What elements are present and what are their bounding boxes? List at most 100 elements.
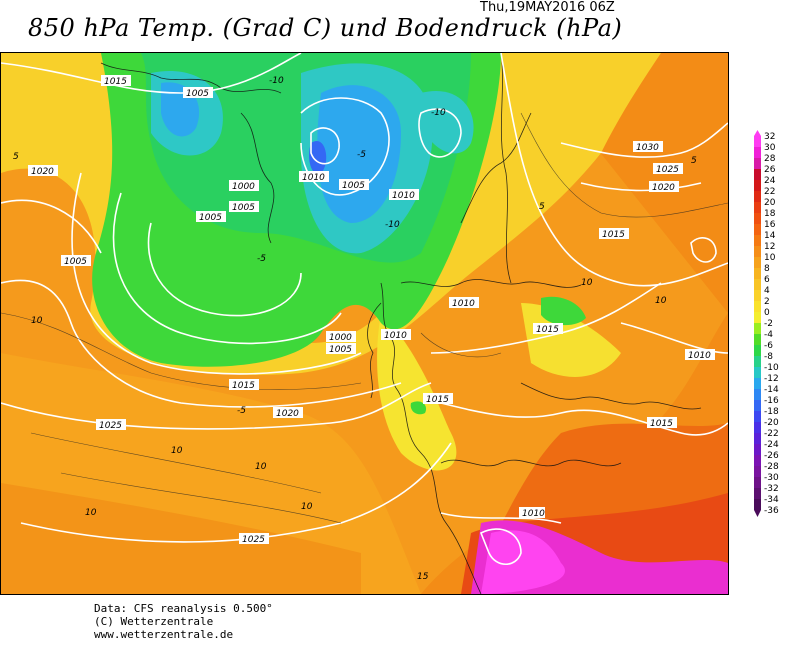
isotherm-label: 10 [171, 446, 183, 456]
legend-swatch [754, 433, 761, 444]
legend-tick-label: 12 [764, 242, 775, 252]
isobar-label: 1000 [232, 182, 255, 192]
legend-tick-label: 32 [764, 132, 775, 142]
legend-swatch [754, 411, 761, 422]
legend-tick-label: -10 [764, 363, 779, 373]
legend-swatch [754, 477, 761, 488]
legend-tick-label: 16 [764, 220, 776, 230]
legend-swatch [754, 147, 761, 158]
legend-tick-label: -4 [764, 330, 773, 340]
legend-tick-label: 30 [764, 143, 776, 153]
legend-tick-label: -18 [764, 407, 779, 417]
legend-tick-label: -30 [764, 473, 779, 483]
isotherm-label: 10 [31, 316, 43, 326]
legend-swatch [754, 268, 761, 279]
legend-swatch [754, 180, 761, 191]
legend-tick-label: -36 [764, 506, 779, 516]
isotherm-label: -5 [357, 150, 366, 160]
legend-tick-label: -12 [764, 374, 779, 384]
legend-swatch [754, 279, 761, 290]
legend-swatch [754, 235, 761, 246]
isobar-label: 1025 [99, 421, 122, 431]
isobar-label: 1020 [652, 183, 675, 193]
legend-tick-label: -16 [764, 396, 779, 406]
legend-swatch [754, 367, 761, 378]
legend-tick-label: -20 [764, 418, 779, 428]
legend-swatch [754, 466, 761, 477]
legend-swatch [754, 488, 761, 499]
legend-swatch [754, 136, 761, 147]
legend-tick-label: 28 [764, 154, 776, 164]
legend-swatch [754, 444, 761, 455]
legend-swatch [754, 389, 761, 400]
legend-tick-label: -22 [764, 429, 779, 439]
legend-swatch [754, 169, 761, 180]
isobar-label: 1005 [329, 345, 352, 355]
map-title: 850 hPa Temp. (Grad C) und Bodendruck (h… [28, 14, 623, 42]
map-canvas: 1015 1005 1000 1005 1020 1005 1010 1005 … [1, 53, 728, 594]
legend-tick-label: -26 [764, 451, 779, 461]
legend-swatch [754, 345, 761, 356]
isotherm-label: -10 [431, 108, 446, 118]
isotherm-label: -10 [385, 220, 400, 230]
weather-map: 1015 1005 1000 1005 1020 1005 1010 1005 … [0, 52, 729, 595]
legend-tick-label: -8 [764, 352, 773, 362]
isobar-label: 1015 [650, 419, 673, 429]
legend-tick-label: -32 [764, 484, 779, 494]
isotherm-label: 5 [691, 156, 697, 166]
legend-tick-label: 10 [764, 253, 776, 263]
isobar-label: 1005 [342, 181, 365, 191]
isobar-label: 1010 [302, 173, 325, 183]
isobar-label: 1005 [199, 213, 222, 223]
legend-swatch [754, 400, 761, 411]
legend-swatch [754, 356, 761, 367]
isobar-label: 1015 [536, 325, 559, 335]
isobar-label: 1015 [232, 381, 255, 391]
legend-swatch [754, 422, 761, 433]
isotherm-label: 10 [301, 502, 313, 512]
legend-tick-label: 20 [764, 198, 776, 208]
legend-tick-label: 26 [764, 165, 776, 175]
timestamp: Thu,19MAY2016 06Z [480, 0, 615, 15]
legend-tick-label: 22 [764, 187, 775, 197]
legend-tick-label: 14 [764, 231, 776, 241]
isobar-label: 1025 [656, 165, 679, 175]
isotherm-label: 15 [417, 572, 429, 582]
website-line: www.wetterzentrale.de [94, 628, 234, 641]
legend-swatch [754, 290, 761, 301]
legend-swatch [754, 378, 761, 389]
legend-tick-label: 24 [764, 176, 776, 186]
legend-top-arrow [754, 130, 761, 136]
legend-tick-label: -28 [764, 462, 779, 472]
isotherm-label: 10 [581, 278, 593, 288]
legend-tick-label: 18 [764, 209, 776, 219]
isobar-label: 1020 [31, 167, 54, 177]
data-credits: Data: CFS reanalysis 0.500° (C) Wetterze… [94, 602, 273, 641]
legend-swatch [754, 334, 761, 345]
legend-swatch [754, 312, 761, 323]
legend-tick-label: 2 [764, 297, 770, 307]
legend-swatch [754, 191, 761, 202]
legend-tick-label: -14 [764, 385, 779, 395]
isobar-label: 1010 [522, 509, 545, 519]
data-source-line: Data: CFS reanalysis 0.500° [94, 602, 273, 615]
legend-swatch [754, 224, 761, 235]
copyright-line: (C) Wetterzentrale [94, 615, 214, 628]
legend-swatch [754, 323, 761, 334]
legend-tick-label: 8 [764, 264, 770, 274]
isobar-label: 1015 [602, 230, 625, 240]
isobar-label: 1005 [232, 203, 255, 213]
legend-tick-label: -34 [764, 495, 779, 505]
isobar-label: 1010 [392, 191, 415, 201]
isobar-label: 1015 [426, 395, 449, 405]
legend-swatch [754, 202, 761, 213]
legend-tick-label: -24 [764, 440, 779, 450]
isotherm-label: 10 [655, 296, 667, 306]
legend-tick-label: 0 [764, 308, 770, 318]
isobar-label: 1030 [636, 143, 659, 153]
legend-swatch [754, 246, 761, 257]
legend-tick-label: 4 [764, 286, 770, 296]
isobar-label: 1010 [452, 299, 475, 309]
isotherm-label: 10 [85, 508, 97, 518]
isobar-label: 1005 [64, 257, 87, 267]
